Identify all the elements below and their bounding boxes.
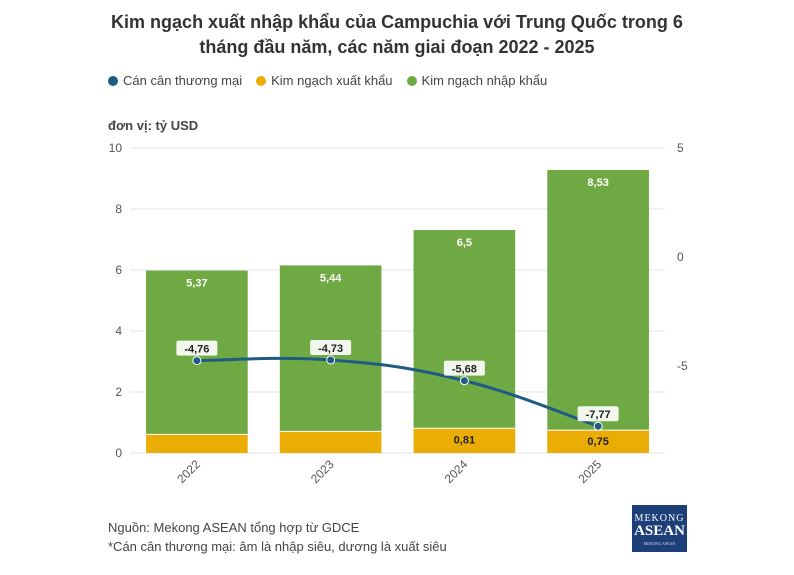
logo-line1: MEKONG xyxy=(634,513,685,524)
balance-label-bg xyxy=(310,339,352,355)
legend-label-export: Kim ngạch xuất khẩu xyxy=(271,73,393,88)
x-tick-label: 2023 xyxy=(308,457,337,486)
balance-point xyxy=(459,376,469,386)
legend-dot-balance xyxy=(108,75,118,86)
balance-label: -5,68 xyxy=(452,364,477,376)
chart-title-line1: Kim ngạch xuất nhập khẩu của Campuchia v… xyxy=(111,12,683,32)
chart-title-line2: tháng đầu năm, các năm giai đoạn 2022 - … xyxy=(199,37,595,57)
legend-item-export[interactable]: Kim ngạch xuất khẩu xyxy=(256,73,393,88)
balance-label-bg xyxy=(443,360,485,376)
bar-export xyxy=(279,431,382,453)
legend-label-import: Kim ngạch nhập khẩu xyxy=(421,73,548,88)
balance-label-bg xyxy=(176,340,218,356)
y2-tick-label: 5 xyxy=(677,141,684,155)
y-tick-label: 10 xyxy=(109,141,123,155)
y-tick-label: 6 xyxy=(115,263,122,277)
y2-tick-label: -5 xyxy=(677,359,688,373)
x-tick-label: 2025 xyxy=(575,457,604,486)
label-export: 0,81 xyxy=(454,434,475,446)
bar-export xyxy=(547,430,649,453)
legend-label-balance: Cán cân thương mại xyxy=(123,73,243,88)
balance-label: -4,76 xyxy=(184,344,209,356)
label-import: 8,53 xyxy=(587,177,608,189)
label-import: 5,44 xyxy=(320,272,342,284)
balance-label: -7,77 xyxy=(586,409,611,421)
y-tick-label: 4 xyxy=(115,324,122,338)
y-tick-label: 0 xyxy=(115,446,122,460)
legend-dot-export xyxy=(256,75,267,86)
balance-label: -4,73 xyxy=(318,343,343,355)
footer-source: Nguồn: Mekong ASEAN tổng hợp từ GDCE xyxy=(108,520,360,535)
unit-label: đơn vị: tỷ USD xyxy=(108,118,199,133)
x-tick-label: 2022 xyxy=(174,457,203,486)
legend-dot-import xyxy=(406,75,417,86)
y-tick-label: 2 xyxy=(115,385,122,399)
bar-export xyxy=(146,434,248,453)
chart-title: Kim ngạch xuất nhập khẩu của Campuchia v… xyxy=(40,10,754,60)
y2-tick-label: 0 xyxy=(677,250,684,264)
label-export: 0,75 xyxy=(587,436,608,448)
bar-import xyxy=(413,230,516,429)
legend: Cán cân thương mại Kim ngạch xuất khẩu K… xyxy=(108,73,547,88)
bar-export xyxy=(413,428,516,453)
footer: Nguồn: Mekong ASEAN tổng hợp từ GDCE *Cá… xyxy=(108,518,447,556)
legend-item-import[interactable]: Kim ngạch nhập khẩu xyxy=(406,73,548,88)
mekong-asean-logo: MEKONG ASEAN MEKONG ASEAN xyxy=(632,505,687,552)
x-tick-label: 2024 xyxy=(442,457,471,486)
label-import: 6,5 xyxy=(457,237,472,249)
footer-note: *Cán cân thương mại: âm là nhập siêu, dư… xyxy=(108,539,447,554)
legend-item-balance[interactable]: Cán cân thương mại xyxy=(108,73,242,88)
logo-line2: ASEAN xyxy=(634,523,685,539)
balance-point xyxy=(326,355,336,365)
balance-point xyxy=(192,356,202,366)
bar-import xyxy=(547,169,649,431)
balance-point xyxy=(593,421,603,431)
logo-line3: MEKONG ASEAN xyxy=(643,541,676,546)
label-import: 5,37 xyxy=(186,278,207,290)
balance-label-bg xyxy=(577,406,619,422)
y-tick-label: 8 xyxy=(115,202,122,216)
balance-line xyxy=(196,356,599,428)
